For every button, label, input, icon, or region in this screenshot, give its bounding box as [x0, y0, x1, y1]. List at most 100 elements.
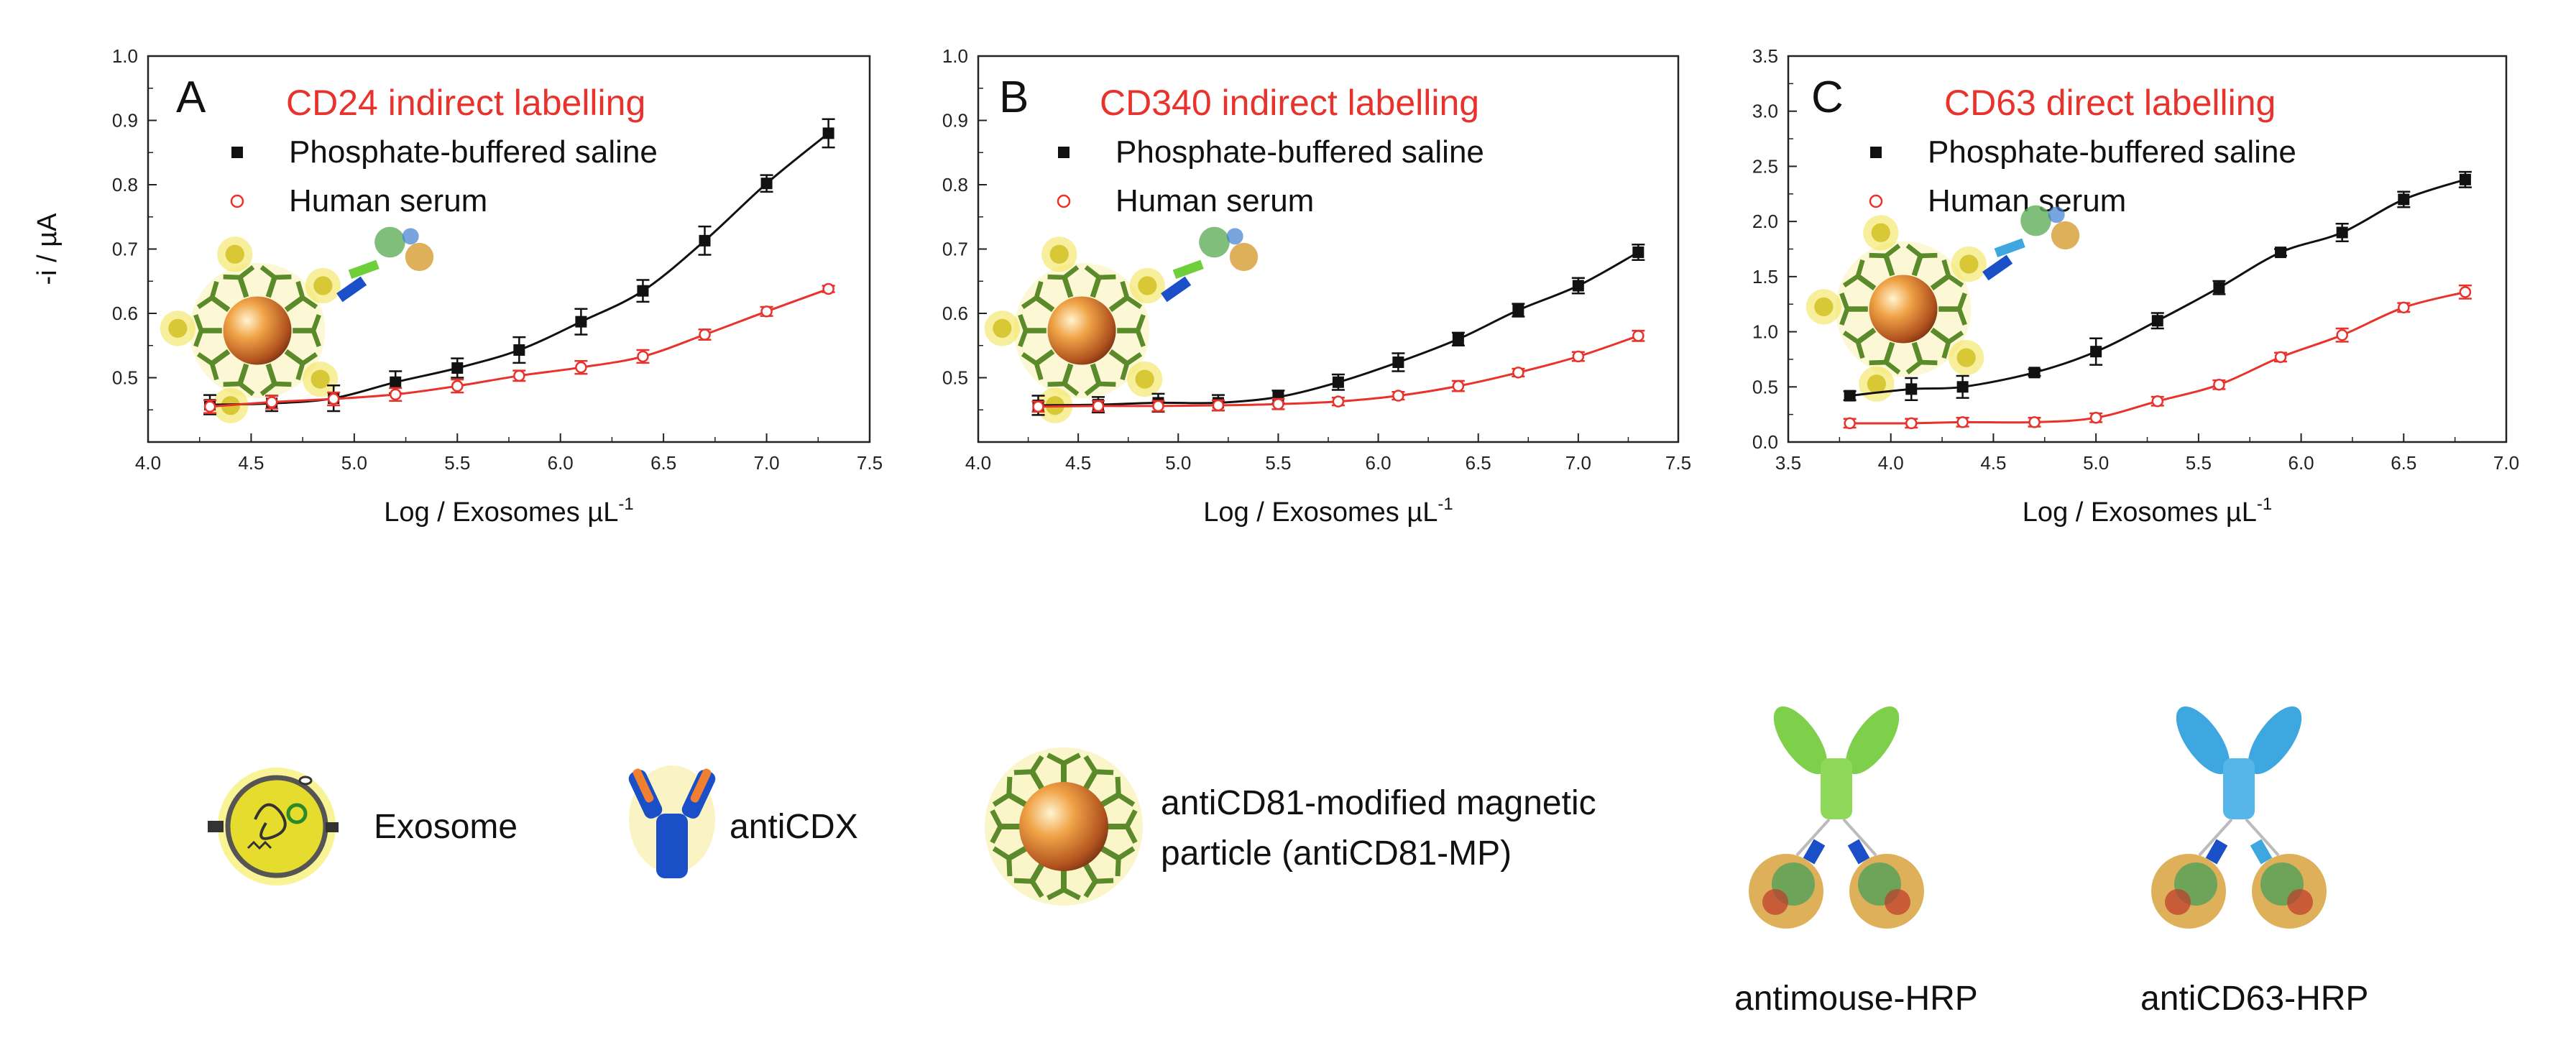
x-tick-label: 6.5	[1466, 452, 1491, 474]
x-tick-label: 4.0	[965, 452, 991, 474]
data-point	[2336, 226, 2348, 239]
y-tick-label: 3.5	[1752, 45, 1778, 67]
exosome-icon	[208, 768, 339, 885]
data-point	[1032, 400, 1044, 413]
x-tick-label: 5.0	[2083, 452, 2109, 474]
magnetic-particle-schematic-icon	[160, 226, 434, 423]
legend-marker-serum	[1057, 194, 1071, 208]
data-point	[389, 388, 402, 401]
x-tick-label: 5.0	[341, 452, 367, 474]
panel-letter: B	[999, 73, 1029, 122]
data-point	[1632, 246, 1644, 258]
data-point	[1512, 304, 1524, 316]
y-tick-label: 0.6	[112, 303, 138, 324]
data-point	[1632, 330, 1644, 342]
x-tick-label: 7.0	[2493, 452, 2519, 474]
data-point	[390, 376, 402, 388]
legend-label: Human serum	[289, 183, 487, 218]
x-tick-label: 7.5	[857, 452, 883, 474]
panel-title: CD24 indirect labelling	[286, 83, 645, 123]
x-tick-label: 5.5	[444, 452, 470, 474]
data-point	[1572, 280, 1584, 292]
data-point	[2213, 378, 2225, 391]
x-tick-label: 4.0	[135, 452, 161, 474]
y-tick-label: 0.8	[942, 174, 968, 195]
x-tick-label: 5.0	[1165, 452, 1191, 474]
x-tick-label: 6.0	[1365, 452, 1391, 474]
y-tick-label: 2.5	[1752, 155, 1778, 177]
x-tick-label: 4.0	[1878, 452, 1904, 474]
x-tick-label: 6.5	[650, 452, 676, 474]
antimouse-hrp-icon	[1749, 706, 1924, 929]
y-tick-label: 1.0	[112, 45, 138, 67]
data-point	[1844, 417, 1856, 430]
data-point	[1212, 399, 1225, 412]
anticdx-icon	[628, 765, 716, 878]
data-point	[2274, 351, 2287, 364]
data-point	[822, 127, 834, 139]
data-point	[451, 379, 464, 392]
x-axis-label: Log / Exosomes µL-1	[2023, 494, 2272, 528]
data-point	[2090, 346, 2102, 358]
y-tick-label: 0.9	[112, 110, 138, 132]
data-point	[2459, 173, 2471, 185]
data-point	[203, 400, 216, 413]
x-tick-label: 5.5	[2186, 452, 2212, 474]
x-axis-label: Log / Exosomes µL-1	[1203, 494, 1453, 528]
x-tick-label: 5.5	[1265, 452, 1291, 474]
legend-label: Phosphate-buffered saline	[289, 134, 658, 170]
legend-label: Human serum	[1116, 183, 1314, 218]
data-point	[1092, 400, 1105, 413]
panel-b: 4.0 4.5 5.0 5.5 6.0 6.5 7.0 7.5 0.5 0.6 0.7 0.8 0.9 1…	[942, 45, 1691, 528]
data-point	[2398, 301, 2410, 314]
anticd63-hrp-icon	[2151, 706, 2327, 929]
legend-marker-serum	[1869, 194, 1883, 208]
data-point	[451, 362, 464, 374]
exosome-label: Exosome	[374, 808, 518, 846]
panel-a: 4.0 4.5 5.0 5.5 6.0 6.5 7.0 7.5 0.5 0.6 0.7 0.8 0.9 1…	[32, 45, 883, 528]
data-point	[513, 344, 525, 356]
data-point	[1572, 350, 1585, 363]
y-tick-label: 0.5	[942, 367, 968, 389]
x-tick-label: 3.5	[1775, 452, 1801, 474]
data-point	[2089, 411, 2102, 424]
y-tick-label: 2.0	[1752, 211, 1778, 232]
x-tick-label: 7.0	[1565, 452, 1591, 474]
data-point	[1392, 390, 1404, 402]
data-point	[2151, 395, 2164, 408]
legend-label: Phosphate-buffered saline	[1116, 134, 1484, 170]
data-point	[1332, 395, 1345, 408]
data-point	[1272, 397, 1284, 410]
data-point	[265, 396, 278, 408]
data-point	[2028, 367, 2041, 379]
panel-title: CD63 direct labelling	[1944, 83, 2276, 123]
series-serum	[1031, 329, 1645, 413]
y-tick-label: 0.5	[1752, 376, 1778, 397]
magnetic-particle-icon	[985, 747, 1143, 906]
series-serum	[1843, 284, 2472, 430]
data-point	[822, 282, 834, 295]
data-point	[1905, 383, 1918, 395]
y-tick-label: 0.7	[942, 239, 968, 260]
series-serum	[203, 282, 835, 414]
y-tick-label: 0.7	[112, 239, 138, 260]
data-point	[2336, 328, 2348, 341]
anticdx-label: antiCDX	[730, 808, 858, 846]
data-point	[760, 305, 773, 318]
data-point	[699, 234, 711, 247]
x-tick-label: 6.0	[548, 452, 574, 474]
data-point	[1152, 400, 1164, 413]
data-point	[513, 369, 525, 382]
x-tick-label: 7.0	[753, 452, 779, 474]
data-point	[1956, 381, 1969, 393]
magnetic-particle-label-line2: particle (antiCD81-MP)	[1161, 834, 1512, 873]
magnetic-particle-schematic-icon	[1806, 205, 2080, 402]
legend-marker-pbs	[231, 147, 243, 158]
series-pbs	[1843, 170, 2472, 402]
y-tick-label: 0.6	[942, 303, 968, 324]
y-tick-label: 0.8	[112, 174, 138, 195]
y-axis-label: -i / µA	[32, 213, 63, 285]
x-tick-label: 6.5	[2391, 452, 2416, 474]
data-point	[2459, 286, 2472, 298]
